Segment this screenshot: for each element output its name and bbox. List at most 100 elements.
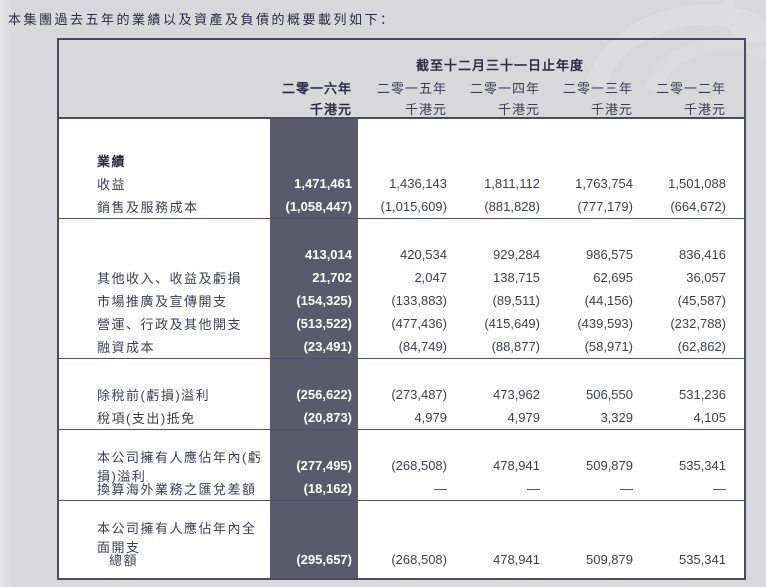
value-2016: (295,657) <box>296 552 352 567</box>
value-cell: 4,979 <box>414 410 447 425</box>
value-cell: 473,962 <box>493 387 540 402</box>
table-row: 本公司擁有人應佔年內全面開支 <box>59 521 744 555</box>
table-row: 市場推廣及宣傳開支 (154,325) (133,883) (89,511) (44,1… <box>59 289 744 312</box>
section-divider <box>59 429 744 430</box>
value-cell: 986,575 <box>586 247 633 262</box>
year-header-row: 二零一六年 二零一五年 二零一四年 二零一三年 二零一二年 <box>270 77 744 98</box>
value-cell: (268,508) <box>391 552 447 567</box>
value-cell: (45,587) <box>677 293 726 308</box>
value-cell: (273,487) <box>391 387 447 402</box>
value-cell: 509,879 <box>586 458 633 473</box>
row-label: 本公司擁有人應佔年內全面開支 <box>97 520 257 555</box>
row-label: 市場推廣及宣傳開支 <box>97 294 228 309</box>
row-label: 稅項(支出)抵免 <box>97 411 196 426</box>
value-cell: 509,879 <box>586 552 633 567</box>
value-cell: — <box>620 481 633 496</box>
value-2016: 1,471,461 <box>294 176 352 191</box>
year-column-2016: 二零一六年 <box>281 81 352 96</box>
intro-text: 本集團過去五年的業績以及資產及負債的概要載列如下： <box>8 12 396 27</box>
value-cell: 36,057 <box>686 270 726 285</box>
value-cell: 506,550 <box>586 387 633 402</box>
table-row: 除稅前(虧損)溢利 (256,622) (273,487) 473,962 506,55… <box>59 383 744 406</box>
value-cell: (1,015,609) <box>380 199 448 214</box>
value-cell: 62,695 <box>593 270 633 285</box>
value-2016: (277,495) <box>296 458 352 473</box>
unit-label: 千港元 <box>590 102 633 117</box>
value-cell: (881,828) <box>484 199 540 214</box>
value-2016: (1,058,447) <box>285 199 353 214</box>
financial-summary-table: 截至十二月三十一日止年度 二零一六年 二零一五年 二零一四年 二零一三年 二零一… <box>57 38 746 580</box>
value-cell: (58,971) <box>584 339 633 354</box>
value-cell: 1,436,143 <box>389 176 447 191</box>
table-row: 營運、行政及其他開支 (513,522) (477,436) (415,649) (43… <box>59 312 744 335</box>
highlight-column-strip <box>270 119 358 578</box>
value-cell: (415,649) <box>484 316 540 331</box>
unit-label: 千港元 <box>683 102 726 117</box>
year-column-2012: 二零一二年 <box>655 81 726 96</box>
table-row: 融資成本 (23,491) (84,749) (88,877) (58,971) (62,… <box>59 335 744 358</box>
value-cell: (232,788) <box>670 316 726 331</box>
value-cell: 1,811,112 <box>484 176 540 191</box>
table-row: 業績 <box>59 149 744 172</box>
value-2016: (23,491) <box>303 339 352 354</box>
value-cell: (664,672) <box>670 199 726 214</box>
row-label: 除稅前(虧損)溢利 <box>97 388 211 403</box>
table-row: 總額 (295,657) (268,508) 478,941 509,879 535,34… <box>59 548 744 571</box>
value-cell: 478,941 <box>493 458 540 473</box>
unit-label: 千港元 <box>497 102 540 117</box>
value-cell: 138,715 <box>493 270 540 285</box>
table-header: 截至十二月三十一日止年度 二零一六年 二零一五年 二零一四年 二零一三年 二零一… <box>59 40 744 117</box>
value-cell: (439,593) <box>577 316 633 331</box>
table-row: 收益 1,471,461 1,436,143 1,811,112 1,763,754 1,… <box>59 172 744 195</box>
row-label: 總額 <box>109 553 139 568</box>
row-label: 其他收入、收益及虧損 <box>97 271 243 286</box>
value-cell: 420,534 <box>400 247 447 262</box>
value-cell: 929,284 <box>493 247 540 262</box>
value-cell: 1,501,088 <box>668 176 726 191</box>
year-column-2013: 二零一三年 <box>562 81 633 96</box>
unit-label: 千港元 <box>404 102 447 117</box>
table-row: 413,014 420,534 929,284 986,575 836,416 <box>59 243 744 266</box>
year-column-2015: 二零一五年 <box>376 81 447 96</box>
value-cell: — <box>713 481 726 496</box>
unit-header-row: 千港元 千港元 千港元 千港元 千港元 <box>270 98 744 119</box>
table-row: 稅項(支出)抵免 (20,873) 4,979 4,979 3,329 4,105 <box>59 406 744 429</box>
value-cell: (477,436) <box>391 316 447 331</box>
value-cell: (777,179) <box>577 199 633 214</box>
value-cell: 3,329 <box>600 410 633 425</box>
value-cell: 535,341 <box>679 552 726 567</box>
value-cell: 4,979 <box>507 410 540 425</box>
row-label: 業績 <box>97 154 127 169</box>
table-row: 本公司擁有人應佔年內(虧損)溢利 (277,495) (268,508) 478,94… <box>59 450 744 484</box>
value-2016: (18,162) <box>303 481 352 496</box>
value-cell: — <box>527 481 540 496</box>
value-cell: 836,416 <box>679 247 726 262</box>
section-divider <box>59 500 744 501</box>
value-cell: (44,156) <box>584 293 633 308</box>
row-label: 銷售及服務成本 <box>97 200 199 215</box>
value-cell: 1,763,754 <box>575 176 633 191</box>
table-row: 換算海外業務之匯兌差額 (18,162) — — — — <box>59 477 744 500</box>
table-row: 其他收入、收益及虧損 21,702 2,047 138,715 62,695 36,057 <box>59 266 744 289</box>
value-cell: 478,941 <box>493 552 540 567</box>
value-cell: 2,047 <box>414 270 447 285</box>
value-2016: (154,325) <box>296 293 352 308</box>
value-cell: 531,236 <box>679 387 726 402</box>
row-label: 融資成本 <box>97 340 156 355</box>
value-cell: (84,749) <box>398 339 447 354</box>
value-2016: 21,702 <box>312 270 352 285</box>
value-cell: (88,877) <box>491 339 540 354</box>
value-cell: (62,862) <box>677 339 726 354</box>
row-label: 換算海外業務之匯兌差額 <box>97 482 257 497</box>
value-cell: (89,511) <box>492 293 540 308</box>
value-2016: (513,522) <box>296 316 352 331</box>
value-2016: (20,873) <box>303 410 352 425</box>
value-2016: (256,622) <box>296 387 352 402</box>
period-header: 截至十二月三十一日止年度 <box>415 58 584 73</box>
section-divider <box>59 218 744 219</box>
row-label: 營運、行政及其他開支 <box>97 317 243 332</box>
value-2016: 413,014 <box>305 247 352 262</box>
table-body: 業績 收益 1,471,461 1,436,143 1,811,112 1,763,754… <box>59 117 744 578</box>
section-divider <box>59 358 744 359</box>
value-cell: 4,105 <box>693 410 726 425</box>
